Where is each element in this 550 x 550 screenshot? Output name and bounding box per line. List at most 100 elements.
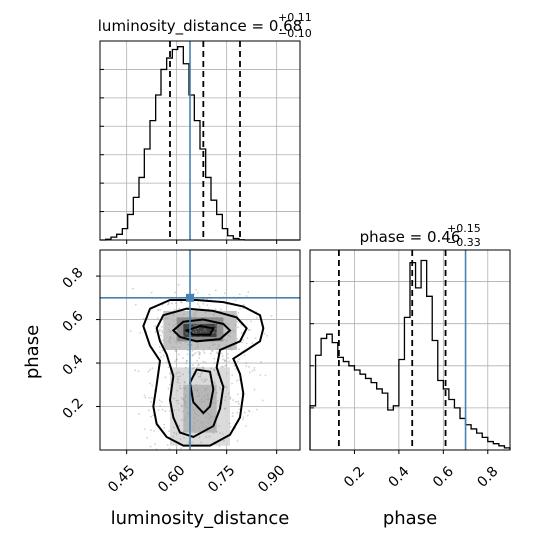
sample-point <box>184 340 187 343</box>
sample-point <box>202 360 205 363</box>
sample-point <box>243 303 245 306</box>
sample-point <box>210 341 213 343</box>
sample-point <box>173 397 176 400</box>
sample-point <box>191 354 194 357</box>
sample-point <box>172 337 174 340</box>
sample-point <box>213 343 216 346</box>
sample-point <box>179 329 182 332</box>
sample-point <box>206 304 209 307</box>
sample-point <box>159 405 161 407</box>
sample-point <box>213 368 215 371</box>
sample-point <box>207 422 210 425</box>
sample-point <box>175 399 178 402</box>
sample-point <box>187 412 190 414</box>
x-tick-label: 0.45 <box>105 462 138 495</box>
sample-point <box>253 388 256 391</box>
sample-point <box>177 283 180 286</box>
sample-point <box>201 316 203 319</box>
sample-point <box>199 373 202 376</box>
sample-point <box>168 447 171 450</box>
sample-point <box>195 324 198 326</box>
sample-point <box>174 323 177 326</box>
sample-point <box>208 435 211 438</box>
sample-point <box>222 433 224 435</box>
sample-point <box>196 292 199 294</box>
sample-point <box>176 358 178 361</box>
sample-point <box>197 363 200 366</box>
sample-point <box>166 444 169 446</box>
sample-point <box>134 369 137 372</box>
sample-point <box>214 327 217 330</box>
x-tick-label: 0.75 <box>205 462 238 495</box>
sample-point <box>205 330 208 333</box>
sample-point <box>187 343 190 346</box>
sample-point <box>220 352 223 355</box>
sample-point <box>224 395 227 398</box>
sample-point <box>232 313 235 316</box>
sample-point <box>237 326 240 329</box>
sample-point <box>202 380 205 383</box>
sample-point <box>205 436 208 439</box>
x-axis-label-luminosity-distance: luminosity_distance <box>111 508 290 529</box>
contour-line <box>188 368 215 415</box>
sample-point <box>199 401 202 404</box>
sample-point <box>198 322 201 325</box>
sample-point <box>167 366 170 369</box>
sample-point <box>254 337 257 340</box>
sample-point <box>193 428 195 431</box>
sample-point <box>218 445 221 448</box>
sample-point <box>168 323 170 326</box>
sample-point <box>182 335 185 337</box>
sample-point <box>184 430 187 433</box>
sample-point <box>233 330 236 333</box>
sample-point <box>227 392 230 395</box>
sample-point <box>147 409 150 412</box>
sample-point <box>185 406 188 408</box>
sample-point <box>237 311 240 314</box>
sample-point <box>172 324 174 327</box>
sample-point <box>181 410 184 413</box>
sample-point <box>235 368 237 371</box>
sample-point <box>190 344 193 347</box>
sample-point <box>214 316 217 319</box>
sample-point <box>227 334 230 337</box>
sample-point <box>200 372 203 374</box>
sample-point <box>204 311 207 314</box>
sample-point <box>153 430 156 432</box>
sample-point <box>219 432 222 434</box>
sample-point <box>202 367 205 370</box>
sample-point <box>234 299 237 302</box>
x-tick-label: 0.4 <box>386 464 413 491</box>
sample-point <box>225 344 228 347</box>
sample-point <box>210 367 212 370</box>
sample-point <box>179 301 182 303</box>
sample-point <box>143 394 146 397</box>
sample-point <box>198 354 201 356</box>
sample-point <box>247 329 250 331</box>
sample-point <box>192 314 195 316</box>
sample-point <box>223 384 226 387</box>
x-tick-label: 0.8 <box>474 464 501 491</box>
sample-point <box>185 396 188 398</box>
sample-point <box>224 322 227 325</box>
sample-point <box>218 328 221 331</box>
sample-point <box>163 426 166 429</box>
histogram-steps <box>100 46 300 241</box>
contour-line <box>155 307 248 439</box>
sample-point <box>211 402 214 404</box>
sample-point <box>191 441 193 444</box>
sample-point <box>180 387 183 390</box>
sample-point <box>169 339 172 342</box>
sample-point <box>198 427 201 430</box>
sample-point <box>213 357 216 360</box>
sample-point <box>168 430 170 432</box>
sample-point <box>224 407 227 410</box>
sample-point <box>203 400 206 403</box>
sample-point <box>158 330 161 332</box>
sample-point <box>223 292 226 295</box>
sample-point <box>150 401 152 403</box>
sample-point <box>154 331 157 333</box>
luminosity-distance-title: luminosity_distance = 0.68 <box>98 17 302 36</box>
sample-point <box>216 352 219 355</box>
sample-point <box>185 401 188 404</box>
